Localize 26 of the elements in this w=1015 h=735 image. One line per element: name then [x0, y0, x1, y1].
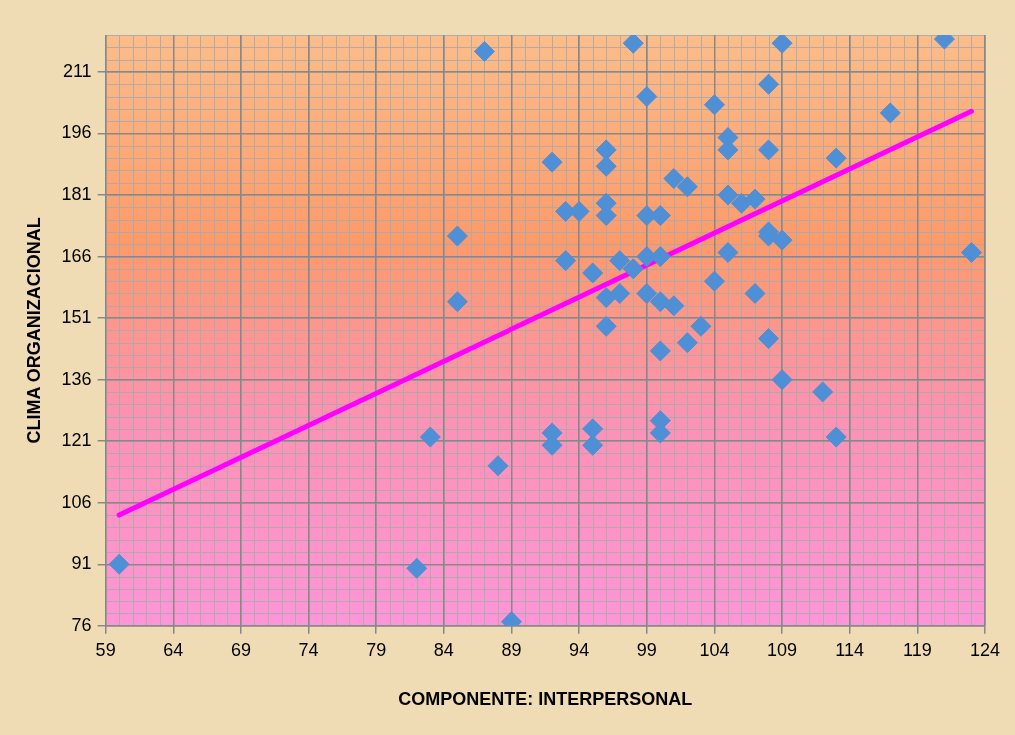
x-tick-label: 64: [163, 639, 184, 660]
x-axis-title: COMPONENTE: INTERPERSONAL: [398, 689, 693, 710]
x-tick-label: 94: [569, 639, 590, 660]
y-tick-label: 136: [61, 368, 92, 389]
y-tick-label: 211: [62, 60, 92, 81]
x-tick-label: 114: [835, 639, 865, 660]
y-tick-label: 181: [61, 183, 92, 204]
y-tick-label: 76: [71, 614, 92, 635]
x-tick-label: 59: [95, 639, 116, 660]
x-tick-label: 84: [433, 639, 454, 660]
y-tick-label: 91: [71, 553, 92, 574]
x-tick-label: 99: [636, 639, 657, 660]
x-tick-label: 124: [969, 639, 1001, 660]
y-tick-label: 151: [61, 307, 92, 328]
y-tick-label: 196: [61, 122, 92, 143]
x-tick-label: 79: [366, 639, 387, 660]
y-tick-label: 166: [61, 245, 92, 266]
x-tick-label: 69: [230, 639, 251, 660]
y-tick-label: 121: [61, 430, 92, 451]
y-axis-title: CLIMA ORGANIZACIONAL: [23, 217, 44, 444]
x-tick-label: 104: [699, 639, 730, 660]
x-tick-label: 109: [767, 639, 798, 660]
x-tick-label: 89: [501, 639, 522, 660]
x-tick-label: 119: [903, 639, 932, 660]
y-tick-label: 106: [61, 491, 92, 512]
x-tick-label: 74: [298, 639, 319, 660]
